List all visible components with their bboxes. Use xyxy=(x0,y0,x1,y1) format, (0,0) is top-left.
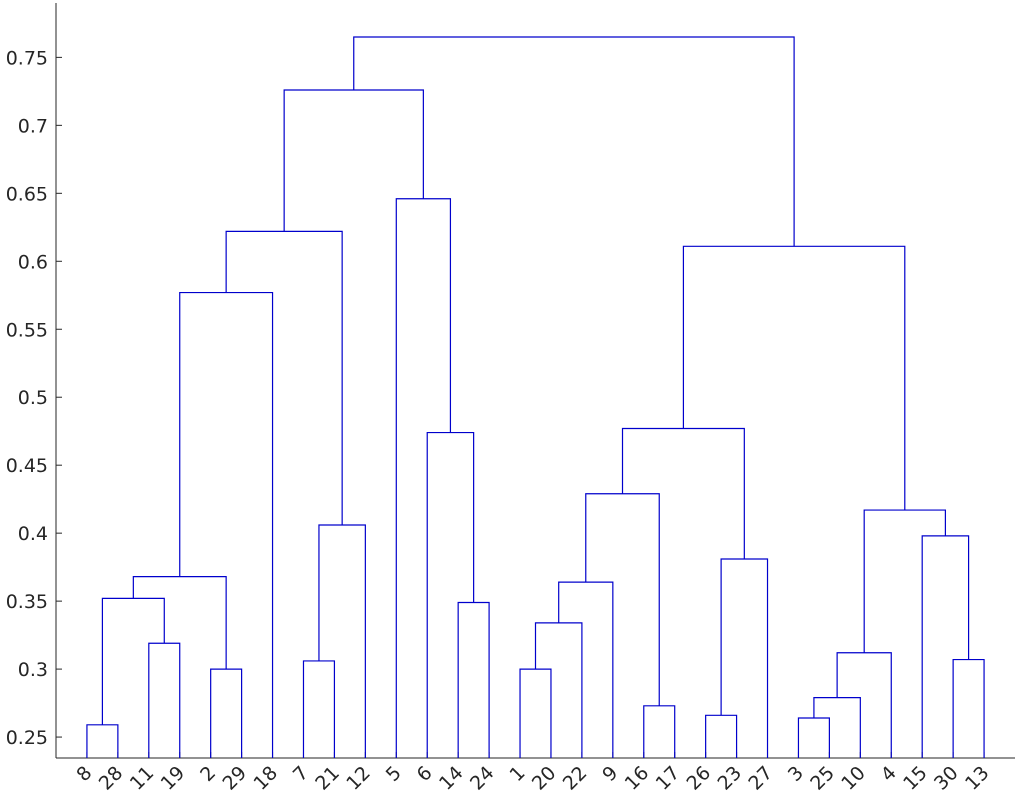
y-tick-label: 0.4 xyxy=(18,523,48,545)
dendrogram-link xyxy=(101,597,165,725)
dendrogram-link xyxy=(558,581,614,758)
dendrogram-link xyxy=(283,89,424,232)
dendrogram-link xyxy=(643,705,676,758)
leaf-label: 8 xyxy=(72,762,96,786)
dendrogram-link xyxy=(353,36,795,247)
leaf-label: 7 xyxy=(289,762,313,786)
leaf-label: 21 xyxy=(311,762,344,795)
y-tick-label: 0.5 xyxy=(18,387,48,409)
y-tick-label: 0.35 xyxy=(6,591,48,613)
leaf-label: 11 xyxy=(126,762,159,795)
dendrogram-link xyxy=(148,642,181,758)
leaf-label: 1 xyxy=(505,762,529,786)
leaf-label: 28 xyxy=(95,762,128,795)
leaf-label: 4 xyxy=(877,762,901,786)
leaf-label: 5 xyxy=(382,762,406,786)
leaf-label: 27 xyxy=(744,762,777,795)
dendrogram-link xyxy=(682,245,906,511)
leaf-label: 22 xyxy=(559,762,592,795)
leaf-label: 10 xyxy=(837,762,870,795)
dendrogram-link xyxy=(318,524,366,758)
leaf-label: 2 xyxy=(196,762,220,786)
y-tick-label: 0.75 xyxy=(6,47,48,69)
dendrogram-link xyxy=(952,658,985,758)
leaf-label: 18 xyxy=(249,762,282,795)
dendrogram-link xyxy=(426,431,475,758)
leaf-label: 30 xyxy=(930,762,963,795)
leaf-label: 17 xyxy=(652,762,685,795)
leaf-label: 14 xyxy=(435,762,468,795)
dendrogram-link xyxy=(836,652,892,758)
leaf-label: 3 xyxy=(784,762,808,786)
leaf-label: 13 xyxy=(961,762,994,795)
dendrogram-link xyxy=(302,660,336,758)
dendrogram-link xyxy=(534,622,583,758)
leaf-label: 25 xyxy=(806,762,839,795)
leaf-label: 19 xyxy=(157,762,190,795)
dendrogram-link xyxy=(86,724,119,758)
dendrogram-link xyxy=(705,714,738,758)
dendrogram-link xyxy=(132,576,227,670)
leaf-label: 9 xyxy=(598,762,622,786)
dendrogram-link xyxy=(863,509,946,653)
y-tick-label: 0.3 xyxy=(18,659,48,681)
leaf-label: 24 xyxy=(466,762,499,795)
y-tick-label: 0.7 xyxy=(18,115,48,137)
leaf-label: 16 xyxy=(621,762,654,795)
leaf-label: 20 xyxy=(528,762,561,795)
leaf-label: 12 xyxy=(342,762,375,795)
dendrogram-link xyxy=(519,668,552,758)
dendrogram-link xyxy=(921,535,970,758)
dendrogram-link xyxy=(797,717,830,758)
leaf-label: 23 xyxy=(713,762,746,795)
leaf-label: 26 xyxy=(683,762,716,795)
dendrogram-link xyxy=(457,601,490,758)
dendrogram-link xyxy=(720,558,769,758)
dendrogram-link xyxy=(225,230,343,526)
dendrogram-link xyxy=(179,291,274,758)
y-tick-label: 0.25 xyxy=(6,727,48,749)
dendrogram-link xyxy=(585,493,660,706)
leaf-label: 29 xyxy=(218,762,251,795)
y-tick-label: 0.65 xyxy=(6,183,48,205)
y-tick-label: 0.55 xyxy=(6,319,48,341)
y-tick-label: 0.45 xyxy=(6,455,48,477)
dendrogram-link xyxy=(395,198,452,758)
y-tick-label: 0.6 xyxy=(18,251,48,273)
dendrogram-link xyxy=(813,697,861,758)
dendrogram-link xyxy=(210,668,243,758)
leaf-label: 6 xyxy=(413,762,437,786)
leaf-label: 15 xyxy=(899,762,932,795)
